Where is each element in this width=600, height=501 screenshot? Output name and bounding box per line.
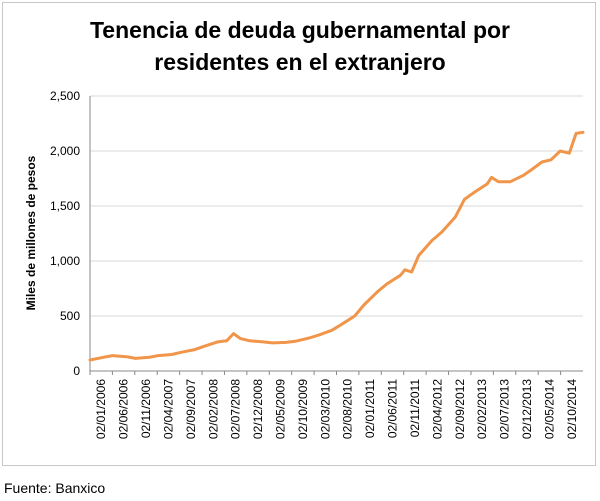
y-tick-label: 0 — [73, 364, 80, 378]
x-tick-label: 02/02/2008 — [206, 379, 220, 439]
x-tick-label: 02/06/2006 — [117, 379, 131, 439]
x-tick-label: 02/09/2007 — [184, 379, 198, 439]
x-tick-label: 02/11/2006 — [139, 379, 153, 438]
x-tick-label: 02/03/2010 — [318, 379, 332, 439]
x-tick-label: 02/05/2009 — [273, 379, 287, 439]
x-tick-label: 02/07/2008 — [229, 379, 243, 439]
x-tick-label: 02/11/2011 — [408, 379, 422, 438]
chart-title: Tenencia de deuda gubernamental por resi… — [0, 14, 600, 78]
x-tick-label: 02/12/2013 — [520, 379, 534, 439]
series-line — [88, 130, 585, 362]
x-tick-label: 02/01/2011 — [363, 379, 377, 438]
x-tick-label: 02/05/2014 — [542, 379, 556, 439]
x-tick-label: 02/10/2014 — [565, 379, 579, 439]
x-axis-ticks: 02/01/2006 02/06/2006 02/11/2006 02/04/2007… — [89, 371, 579, 439]
x-tick-label: 02/10/2009 — [296, 379, 310, 439]
x-tick-label: 02/01/2006 — [94, 379, 108, 439]
y-tick-label: 1,500 — [50, 199, 80, 213]
y-tick-label: 2,500 — [50, 89, 80, 103]
y-tick-label: 2,000 — [50, 144, 80, 158]
axes — [89, 96, 583, 372]
chart-frame — [2, 2, 596, 466]
y-tick-label: 500 — [60, 309, 80, 323]
chart-title-line1: Tenencia de deuda gubernamental por — [89, 17, 511, 43]
gridlines — [90, 95, 583, 317]
x-tick-label: 02/09/2012 — [453, 379, 467, 439]
x-tick-label: 02/08/2010 — [341, 379, 355, 439]
x-tick-label: 02/02/2013 — [475, 379, 489, 439]
y-axis-label: Miles de millones de pesos — [24, 155, 38, 310]
x-tick-label: 02/12/2008 — [251, 379, 265, 439]
x-tick-label: 02/07/2013 — [498, 379, 512, 439]
y-tick-label: 1,000 — [50, 254, 80, 268]
x-tick-label: 02/06/2011 — [386, 379, 400, 438]
x-tick-label: 02/04/2012 — [430, 379, 444, 439]
y-axis-ticks: 0 500 1,000 1,500 2,000 2,500 — [50, 89, 80, 378]
source-note: Fuente: Banxico — [4, 480, 106, 496]
chart-title-line2: residentes en el extranjero — [154, 49, 446, 75]
x-tick-label: 02/04/2007 — [161, 379, 175, 439]
